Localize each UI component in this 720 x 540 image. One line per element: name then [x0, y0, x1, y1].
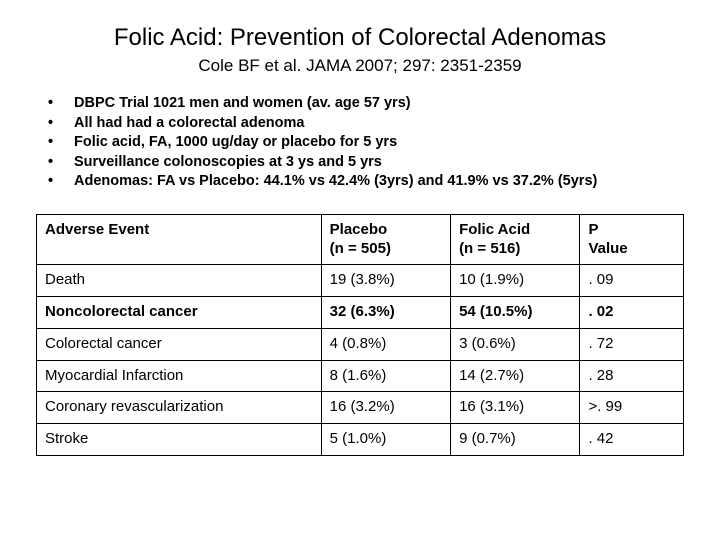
cell-folic: 10 (1.9%): [451, 265, 580, 297]
cell-pvalue: . 72: [580, 328, 684, 360]
slide-title: Folic Acid: Prevention of Colorectal Ade…: [36, 24, 684, 52]
cell-pvalue: . 42: [580, 424, 684, 456]
col-header-folic-acid: Folic Acid(n = 516): [451, 214, 580, 265]
col-header-pvalue: PValue: [580, 214, 684, 265]
table-row: Death 19 (3.8%) 10 (1.9%) . 09: [37, 265, 684, 297]
cell-event: Colorectal cancer: [37, 328, 322, 360]
adverse-events-table: Adverse Event Placebo(n = 505) Folic Aci…: [36, 214, 684, 456]
cell-event: Myocardial Infarction: [37, 360, 322, 392]
cell-placebo: 8 (1.6%): [321, 360, 450, 392]
slide-citation: Cole BF et al. JAMA 2007; 297: 2351-2359: [36, 56, 684, 76]
cell-folic: 3 (0.6%): [451, 328, 580, 360]
cell-placebo: 19 (3.8%): [321, 265, 450, 297]
cell-event: Coronary revascularization: [37, 392, 322, 424]
bullet-list: DBPC Trial 1021 men and women (av. age 5…: [36, 94, 684, 192]
cell-placebo: 5 (1.0%): [321, 424, 450, 456]
table-row: Coronary revascularization 16 (3.2%) 16 …: [37, 392, 684, 424]
cell-folic: 54 (10.5%): [451, 297, 580, 329]
cell-folic: 9 (0.7%): [451, 424, 580, 456]
cell-folic: 16 (3.1%): [451, 392, 580, 424]
cell-folic: 14 (2.7%): [451, 360, 580, 392]
table-row: Colorectal cancer 4 (0.8%) 3 (0.6%) . 72: [37, 328, 684, 360]
cell-placebo: 32 (6.3%): [321, 297, 450, 329]
table-row: Stroke 5 (1.0%) 9 (0.7%) . 42: [37, 424, 684, 456]
cell-event: Noncolorectal cancer: [37, 297, 322, 329]
table-header-row: Adverse Event Placebo(n = 505) Folic Aci…: [37, 214, 684, 265]
cell-pvalue: . 02: [580, 297, 684, 329]
bullet-item: All had had a colorectal adenoma: [44, 114, 684, 134]
table-row: Myocardial Infarction 8 (1.6%) 14 (2.7%)…: [37, 360, 684, 392]
bullet-item: Folic acid, FA, 1000 ug/day or placebo f…: [44, 133, 684, 153]
col-header-placebo: Placebo(n = 505): [321, 214, 450, 265]
cell-placebo: 16 (3.2%): [321, 392, 450, 424]
bullet-item: Adenomas: FA vs Placebo: 44.1% vs 42.4% …: [44, 172, 684, 192]
cell-event: Death: [37, 265, 322, 297]
bullet-item: Surveillance colonoscopies at 3 ys and 5…: [44, 153, 684, 173]
cell-pvalue: >. 99: [580, 392, 684, 424]
cell-pvalue: . 09: [580, 265, 684, 297]
cell-event: Stroke: [37, 424, 322, 456]
col-header-event: Adverse Event: [37, 214, 322, 265]
cell-pvalue: . 28: [580, 360, 684, 392]
bullet-item: DBPC Trial 1021 men and women (av. age 5…: [44, 94, 684, 114]
cell-placebo: 4 (0.8%): [321, 328, 450, 360]
table-row: Noncolorectal cancer 32 (6.3%) 54 (10.5%…: [37, 297, 684, 329]
